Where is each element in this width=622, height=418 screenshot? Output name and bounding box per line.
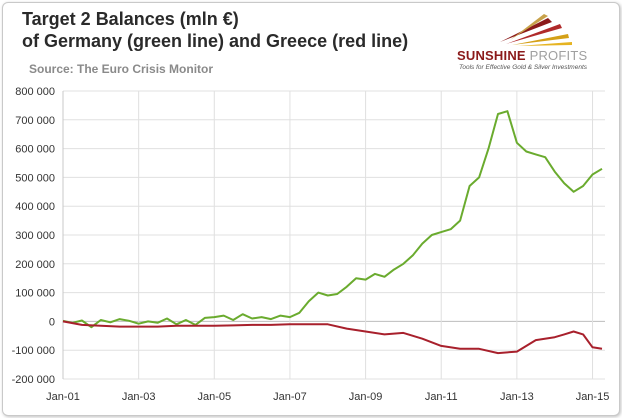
y-tick-label: 800 000 bbox=[15, 86, 55, 98]
y-tick-label: 0 bbox=[49, 316, 55, 328]
x-tick-label: Jan-11 bbox=[425, 391, 458, 403]
y-tick-label: 600 000 bbox=[15, 144, 55, 156]
logo-brand: SUNSHINE PROFITS bbox=[457, 48, 587, 63]
x-tick-label: Jan-05 bbox=[197, 391, 231, 403]
y-tick-label: -200 000 bbox=[12, 374, 55, 386]
x-tick-label: Jan-03 bbox=[122, 391, 156, 403]
y-tick-label: 700 000 bbox=[15, 115, 55, 127]
chart-title-line2: of Germany (green line) and Greece (red … bbox=[22, 31, 409, 51]
series-lines bbox=[62, 110, 603, 355]
y-tick-label: 300 000 bbox=[15, 230, 55, 242]
chart-source: Source: The Euro Crisis Monitor bbox=[29, 62, 214, 76]
y-axis-ticks: 800 000 700 000 600 000 500 000 400 000 300 0… bbox=[12, 86, 55, 386]
sunshine-profits-logo: SUNSHINE PROFITS Tools for Effective Gol… bbox=[440, 12, 610, 72]
y-tick-label: 200 000 bbox=[15, 259, 55, 271]
series-line-germany bbox=[62, 110, 603, 329]
logo-tagline: Tools for Effective Gold & Silver Invest… bbox=[459, 64, 588, 71]
x-tick-label: Jan-15 bbox=[576, 391, 610, 403]
x-tick-label: Jan-09 bbox=[349, 391, 383, 403]
y-tick-label: 100 000 bbox=[15, 288, 55, 300]
x-axis-ticks: Jan-01 Jan-03 Jan-05 Jan-07 Jan-09 Jan-11 Jan-… bbox=[46, 391, 609, 403]
x-tick-label: Jan-01 bbox=[46, 391, 80, 403]
sun-rays-icon bbox=[500, 14, 572, 46]
y-tick-label: 400 000 bbox=[15, 201, 55, 213]
logo-brand-part2: PROFITS bbox=[529, 48, 588, 63]
logo-brand-part1: SUNSHINE bbox=[457, 48, 526, 63]
series-line-greece bbox=[62, 320, 603, 355]
chart-title-line1: Target 2 Balances (mln €) bbox=[22, 9, 239, 29]
x-tick-label: Jan-13 bbox=[500, 391, 534, 403]
x-tick-label: Jan-07 bbox=[273, 391, 307, 403]
y-tick-label: 500 000 bbox=[15, 172, 55, 184]
grid-lines bbox=[62, 90, 605, 380]
chart-title: Target 2 Balances (mln €) of Germany (gr… bbox=[22, 8, 442, 52]
y-tick-label: -100 000 bbox=[12, 345, 55, 357]
